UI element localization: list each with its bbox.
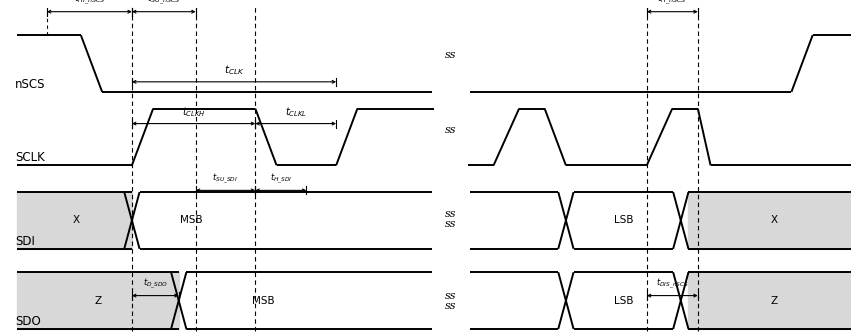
Text: $\mathit{t_{H\_nSCS}}$: $\mathit{t_{H\_nSCS}}$ [658, 0, 687, 7]
Text: MSB: MSB [180, 215, 203, 225]
Text: SCLK: SCLK [15, 151, 45, 164]
Text: LSB: LSB [614, 215, 633, 225]
Text: $\mathit{t_{D\_SDO}}$: $\mathit{t_{D\_SDO}}$ [143, 277, 168, 291]
Text: MSB: MSB [253, 296, 275, 306]
Text: $\mathit{t_{DIS\_nSCS}}$: $\mathit{t_{DIS\_nSCS}}$ [655, 277, 689, 291]
Text: SDI: SDI [15, 234, 35, 247]
Text: $\mathit{t_{SU\_SDI}}$: $\mathit{t_{SU\_SDI}}$ [213, 172, 238, 186]
Text: Z: Z [771, 296, 778, 306]
Text: $\mathit{t_{SU\_nSCS}}$: $\mathit{t_{SU\_nSCS}}$ [147, 0, 180, 7]
Text: Z: Z [94, 296, 101, 306]
Text: $\mathit{t_{HI\_nSCS}}$: $\mathit{t_{HI\_nSCS}}$ [73, 0, 106, 7]
Text: $\mathit{t_{CLK}}$: $\mathit{t_{CLK}}$ [224, 64, 244, 77]
Text: X: X [73, 215, 80, 225]
Text: ss: ss [445, 219, 457, 229]
Text: ss: ss [445, 50, 457, 60]
Text: LSB: LSB [614, 296, 633, 306]
Text: ss: ss [445, 209, 457, 219]
Text: ss: ss [445, 291, 457, 301]
Text: ss: ss [445, 125, 457, 135]
Text: nSCS: nSCS [15, 77, 46, 91]
Text: SDO: SDO [15, 315, 41, 328]
Text: $\mathit{t_{CLKH}}$: $\mathit{t_{CLKH}}$ [182, 106, 205, 119]
Text: X: X [771, 215, 778, 225]
Text: ss: ss [445, 301, 457, 311]
Text: $\mathit{t_{CLKL}}$: $\mathit{t_{CLKL}}$ [284, 106, 307, 119]
Text: $\mathit{t_{H\_SDI}}$: $\mathit{t_{H\_SDI}}$ [270, 172, 292, 186]
